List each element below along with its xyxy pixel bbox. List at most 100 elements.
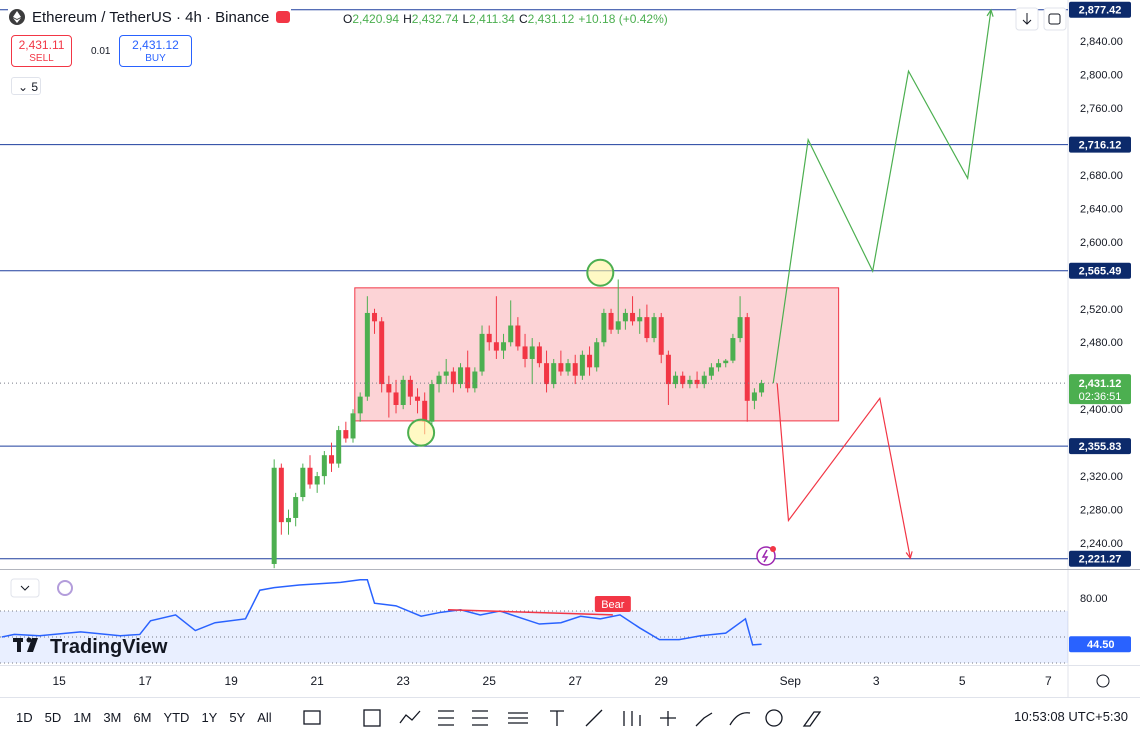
candle-body — [436, 375, 442, 385]
y-tick-label: 2,600.00 — [1080, 237, 1123, 249]
tool-icon[interactable] — [471, 709, 488, 726]
candle-body — [723, 360, 729, 364]
range-buttons: 1D 5D 1M 3M 6M YTD 1Y 5Y All — [0, 710, 272, 725]
tool-icon[interactable] — [802, 710, 821, 727]
candle-body — [271, 467, 277, 564]
candle-body — [730, 338, 736, 361]
candle-body — [336, 430, 342, 464]
chevron — [20, 585, 30, 591]
candle-body — [536, 346, 542, 364]
level-label-box — [1069, 550, 1131, 567]
annotation-box — [594, 596, 631, 612]
candle-body — [515, 325, 521, 347]
candle-body — [551, 363, 557, 385]
tool-icon[interactable] — [303, 709, 321, 725]
y-tick-label: 2,480.00 — [1080, 337, 1123, 349]
range-button[interactable]: YTD — [163, 710, 190, 725]
tool-icon[interactable] — [729, 711, 750, 725]
symbol-header: Ethereum / TetherUS · 4h · Binance — [8, 8, 292, 26]
candle-body — [321, 455, 327, 477]
eth-icon — [9, 9, 25, 25]
ohlc-key: L — [462, 12, 470, 26]
tool-icon[interactable] — [623, 710, 641, 726]
candle-body — [630, 312, 636, 322]
range-button[interactable]: All — [257, 710, 272, 725]
pane-collapse[interactable] — [10, 578, 40, 598]
candle-body — [379, 321, 385, 385]
tool-icon[interactable] — [765, 708, 783, 727]
sell-button[interactable]: 2,431.11 SELL — [11, 35, 72, 67]
settings-icon[interactable] — [1096, 674, 1110, 688]
x-tick-label: 21 — [310, 674, 324, 688]
alert-icon[interactable] — [756, 546, 776, 566]
candle-body — [737, 317, 743, 339]
marker-circle — [407, 418, 436, 447]
chart: 2,840.00 2,800.00 2,760.00 2,680.00 2,640.00… — [0, 0, 1140, 697]
candle-body — [314, 476, 320, 485]
market-status[interactable] — [275, 9, 291, 25]
indicator-count: 5 — [31, 80, 39, 94]
rsi-value-box — [1069, 636, 1131, 653]
projection-path — [776, 383, 911, 559]
level-label-box — [1069, 1, 1131, 18]
y-tick-label: 2,520.00 — [1080, 304, 1123, 316]
range-button[interactable]: 1M — [73, 710, 92, 725]
candle-body — [744, 317, 750, 401]
range-button[interactable]: 1Y — [201, 710, 218, 725]
tool-icon[interactable] — [659, 710, 676, 726]
tool-icon[interactable] — [363, 708, 381, 727]
buy-button[interactable]: 2,431.12 BUY — [119, 35, 192, 67]
y-tick-label: 2,280.00 — [1080, 505, 1123, 517]
y-tick-label: 2,240.00 — [1080, 538, 1123, 550]
logo-mark — [26, 637, 32, 643]
indicator-toggle[interactable]: ⌄ 5 — [11, 77, 41, 95]
candle-body — [601, 312, 607, 343]
annotation-label: Bear — [601, 599, 625, 611]
x-tick-label: 19 — [224, 674, 238, 688]
candle-body — [472, 371, 478, 389]
rsi-tick-label: 80.00 — [1080, 593, 1108, 605]
tool-icon[interactable] — [585, 709, 603, 726]
candle-body — [665, 354, 671, 385]
candle-body — [415, 396, 421, 401]
range-button[interactable]: 6M — [133, 710, 152, 725]
candle-body — [458, 367, 464, 385]
y-tick-label: 2,400.00 — [1080, 404, 1123, 416]
candle-body — [716, 363, 722, 368]
logo-text: TradingView — [50, 636, 168, 658]
candle-body — [407, 379, 413, 397]
tool-icon[interactable] — [437, 709, 454, 726]
countdown: 02:36:51 — [1079, 391, 1122, 403]
x-tick-label: 27 — [569, 674, 583, 688]
level-label-box — [1069, 136, 1131, 153]
candle-body — [372, 312, 378, 322]
candle-body — [608, 312, 614, 330]
range-button[interactable]: 5D — [44, 710, 62, 725]
tool-icon[interactable] — [399, 710, 421, 723]
candle-body — [286, 517, 292, 523]
fullscreen-button[interactable] — [1043, 7, 1067, 31]
candle-body — [615, 321, 621, 330]
arrow-head — [986, 8, 994, 17]
range-button[interactable]: 5Y — [229, 710, 246, 725]
candle-body — [544, 363, 550, 385]
candle-body — [293, 497, 299, 518]
candle-body — [687, 379, 693, 385]
range-button[interactable]: 1D — [16, 710, 33, 725]
symbol-title[interactable]: Ethereum / TetherUS · 4h · Binance — [32, 8, 270, 26]
x-tick-label: 7 — [1045, 674, 1052, 688]
tool-icon[interactable] — [549, 709, 564, 726]
tool-icon[interactable] — [695, 711, 713, 726]
drawing-tools — [303, 708, 821, 727]
current-price-box — [1069, 374, 1131, 405]
candle-body — [622, 312, 628, 322]
tool-icon[interactable] — [507, 711, 528, 724]
clock: 10:53:08 UTC+5:30 — [1014, 709, 1128, 724]
candle-body — [343, 430, 349, 439]
range-button[interactable]: 3M — [103, 710, 122, 725]
candle-body — [393, 392, 399, 405]
x-tick-label: 23 — [397, 674, 411, 688]
candle-body — [501, 342, 507, 351]
logo-mark — [17, 638, 21, 652]
